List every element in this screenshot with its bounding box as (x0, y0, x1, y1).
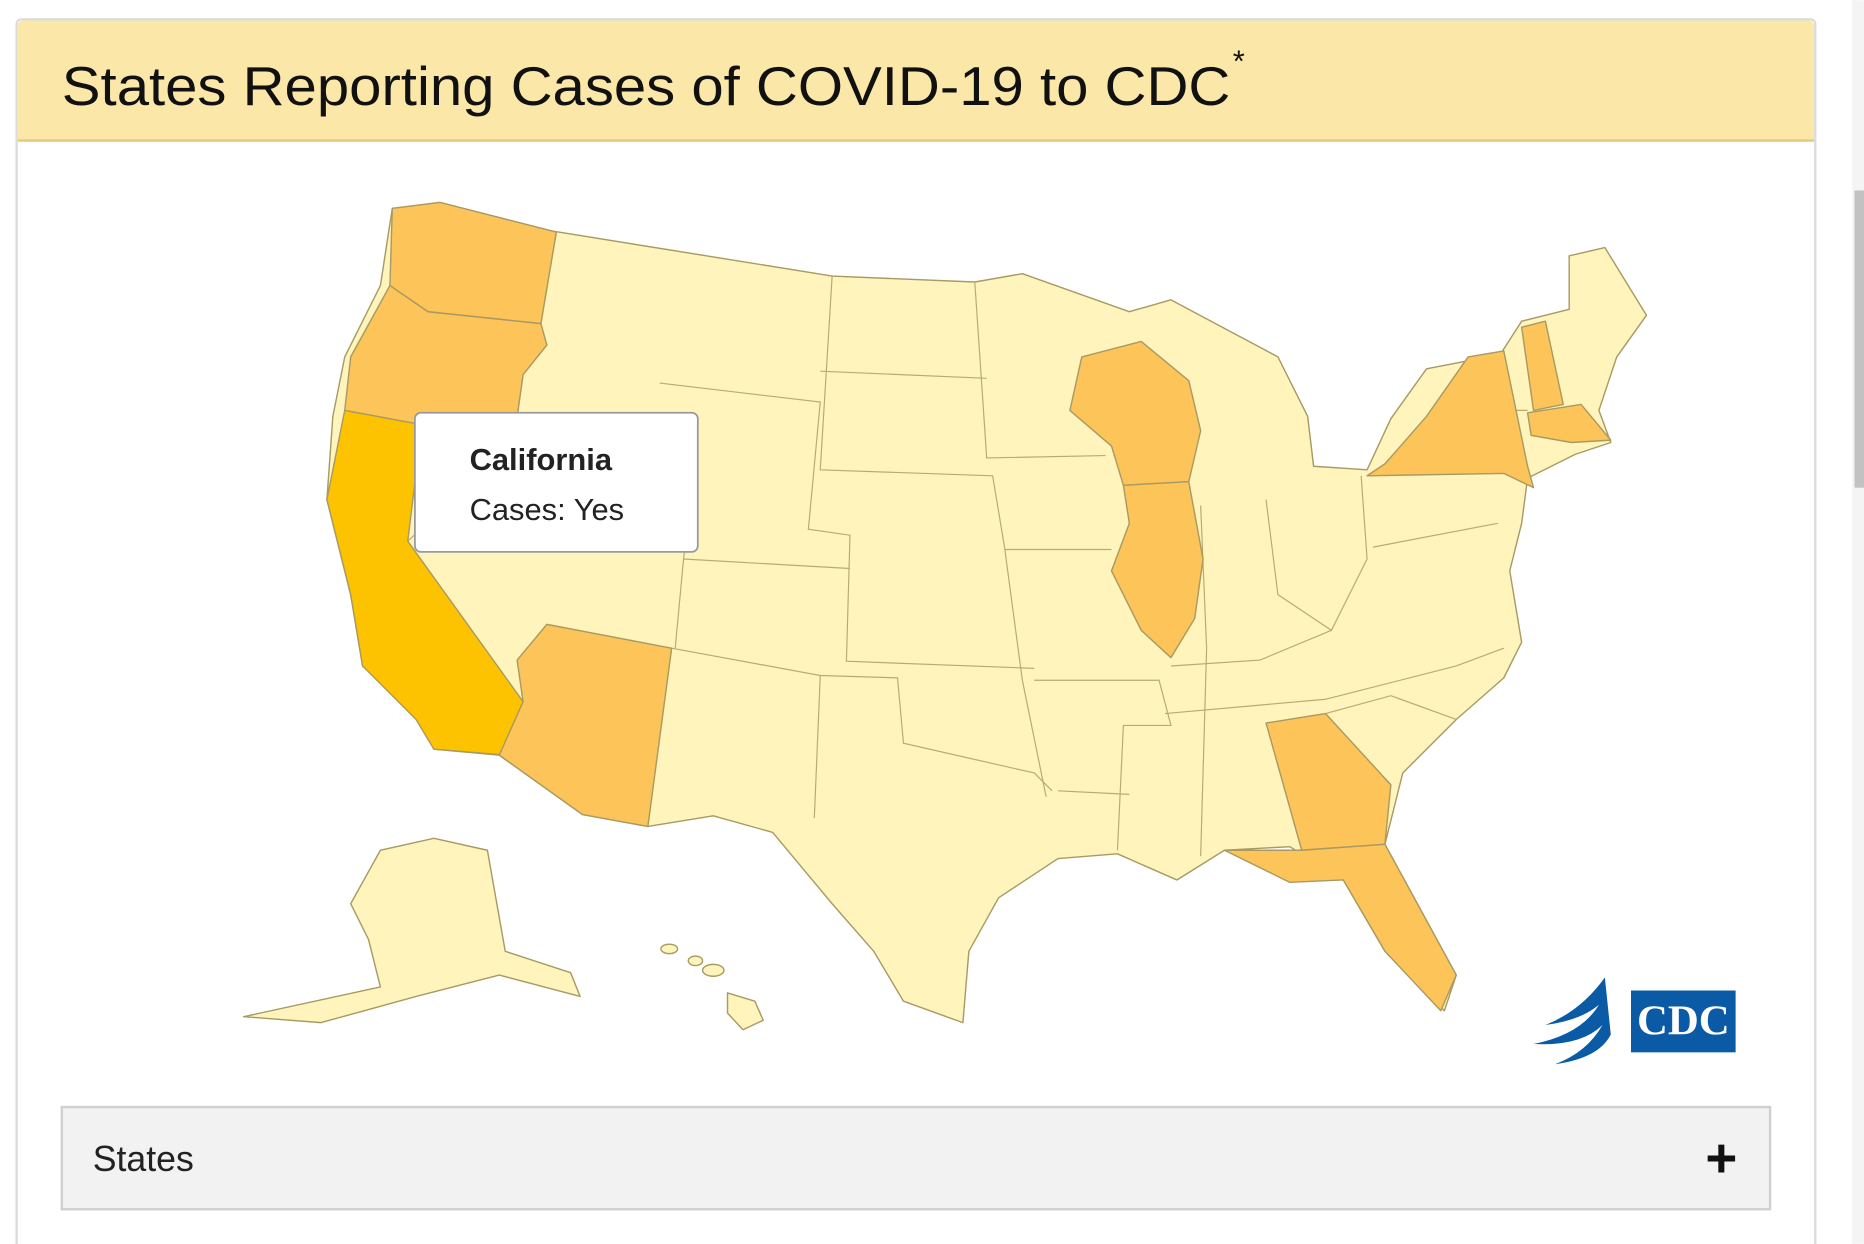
state-hawaii[interactable] (660, 943, 764, 1031)
accordion-toggle[interactable]: + (1705, 1127, 1737, 1189)
tooltip: California Cases: Yes (413, 411, 699, 553)
accordion[interactable] (60, 1105, 1772, 1211)
tooltip-state: California (470, 442, 613, 477)
scrollbar-thumb[interactable] (1854, 190, 1864, 488)
cdc-logo (1631, 990, 1736, 1053)
state-oregon[interactable] (344, 284, 548, 444)
accordion-label: States (93, 1139, 194, 1179)
island (726, 992, 764, 1031)
cdc-logo-text: CDC (1637, 998, 1730, 1045)
island (660, 943, 679, 955)
state-new-hampshire[interactable] (1520, 320, 1564, 412)
panel-header (17, 20, 1815, 141)
state-california[interactable] (326, 409, 524, 756)
state-illinois[interactable] (1110, 481, 1204, 659)
scrollbar-track (1852, 0, 1864, 1244)
tooltip-box (413, 411, 699, 553)
hhs-logo (1533, 977, 1611, 1065)
panel-title: States Reporting Cases of COVID-19 to CD… (62, 55, 1231, 117)
island (701, 963, 725, 977)
footnote-mark: * (1233, 44, 1245, 79)
island (687, 955, 704, 967)
state-massachusetts[interactable] (1526, 403, 1612, 444)
tooltip-cases: Cases: Yes (470, 492, 625, 527)
state-florida[interactable] (1223, 843, 1457, 1012)
state-borders (407, 231, 1528, 857)
state-alaska[interactable] (242, 837, 581, 1024)
state-new-york[interactable] (1366, 350, 1535, 489)
state-georgia[interactable] (1265, 712, 1392, 851)
state-arizona[interactable] (498, 623, 673, 828)
